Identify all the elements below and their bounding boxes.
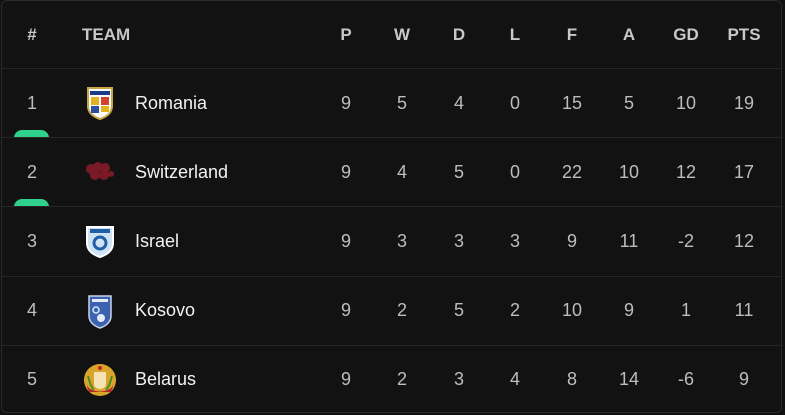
switzerland-crest-icon — [83, 154, 117, 190]
stat-l: 0 — [509, 161, 520, 182]
qualification-indicator — [14, 130, 49, 138]
stat-d: 5 — [453, 161, 464, 182]
team-name[interactable]: Romania — [135, 92, 208, 113]
stat-l: 0 — [509, 92, 520, 113]
stat-w: 5 — [396, 92, 407, 113]
belarus-emblem-icon — [83, 362, 117, 398]
header-w[interactable]: W — [393, 24, 411, 44]
stat-d: 5 — [453, 300, 464, 321]
rank: 1 — [26, 92, 37, 113]
stat-p: 9 — [340, 230, 351, 251]
header-p[interactable]: P — [340, 24, 352, 44]
stat-gd: 10 — [675, 92, 697, 113]
rank: 5 — [26, 369, 37, 390]
stat-a: 5 — [623, 92, 634, 113]
table-row[interactable]: 2 Switzerland 9 4 5 0 22 10 12 17 — [2, 137, 781, 208]
header-gd[interactable]: GD — [673, 24, 699, 44]
table-header: # TEAM P W D L F A GD PTS — [2, 1, 781, 68]
stat-a: 10 — [618, 161, 640, 182]
stat-d: 3 — [453, 230, 464, 251]
header-l[interactable]: L — [509, 24, 521, 44]
table-row[interactable]: 3 Israel 9 3 3 3 9 11 -2 12 — [2, 206, 781, 275]
table-row[interactable]: 4 Kosovo 9 2 5 2 10 9 1 11 — [2, 275, 781, 345]
stat-w: 2 — [396, 300, 407, 321]
stat-pts: 9 — [738, 369, 749, 390]
stat-p: 9 — [340, 369, 351, 390]
stat-pts: 17 — [733, 161, 755, 182]
header-d[interactable]: D — [452, 24, 466, 44]
stat-p: 9 — [340, 300, 351, 321]
rank: 4 — [26, 300, 37, 321]
header-rank[interactable]: # — [27, 24, 37, 44]
stat-f: 22 — [561, 161, 583, 182]
stat-gd: 1 — [680, 300, 691, 321]
team-name[interactable]: Israel — [135, 230, 180, 251]
header-pts[interactable]: PTS — [727, 24, 761, 44]
stat-a: 11 — [619, 230, 639, 251]
stat-pts: 11 — [734, 300, 754, 321]
stat-pts: 12 — [733, 230, 755, 251]
romania-crest-icon — [83, 85, 117, 121]
stat-f: 8 — [566, 369, 577, 390]
stat-l: 2 — [509, 300, 520, 321]
rank: 3 — [26, 230, 37, 251]
stat-gd: -6 — [677, 369, 694, 390]
kosovo-crest-icon — [83, 293, 117, 329]
header-f[interactable]: F — [566, 24, 578, 44]
stat-f: 9 — [566, 230, 577, 251]
stat-a: 14 — [618, 369, 640, 390]
stat-p: 9 — [340, 161, 351, 182]
stat-l: 3 — [509, 230, 520, 251]
team-name[interactable]: Kosovo — [135, 300, 196, 321]
team-name[interactable]: Belarus — [135, 369, 197, 390]
israel-crest-icon — [83, 223, 117, 259]
stat-l: 4 — [509, 369, 520, 390]
stat-a: 9 — [623, 300, 634, 321]
table-row[interactable]: 1 Romania 9 5 4 0 15 5 10 19 — [2, 68, 781, 138]
stat-d: 3 — [453, 369, 464, 390]
team-name[interactable]: Switzerland — [135, 161, 229, 182]
stat-p: 9 — [340, 92, 351, 113]
stat-w: 3 — [396, 230, 407, 251]
table-row[interactable]: 5 Belarus 9 2 3 4 8 14 -6 9 — [2, 344, 781, 414]
header-team[interactable]: TEAM — [82, 24, 131, 44]
stat-f: 15 — [561, 92, 583, 113]
stat-gd: 12 — [675, 161, 697, 182]
stat-d: 4 — [453, 92, 464, 113]
rank: 2 — [26, 161, 37, 182]
stat-pts: 19 — [733, 92, 755, 113]
stat-w: 4 — [396, 161, 407, 182]
stat-w: 2 — [396, 369, 407, 390]
stat-f: 10 — [561, 300, 583, 321]
header-a[interactable]: A — [622, 24, 636, 44]
stat-gd: -2 — [677, 230, 694, 251]
qualification-indicator — [14, 199, 49, 208]
